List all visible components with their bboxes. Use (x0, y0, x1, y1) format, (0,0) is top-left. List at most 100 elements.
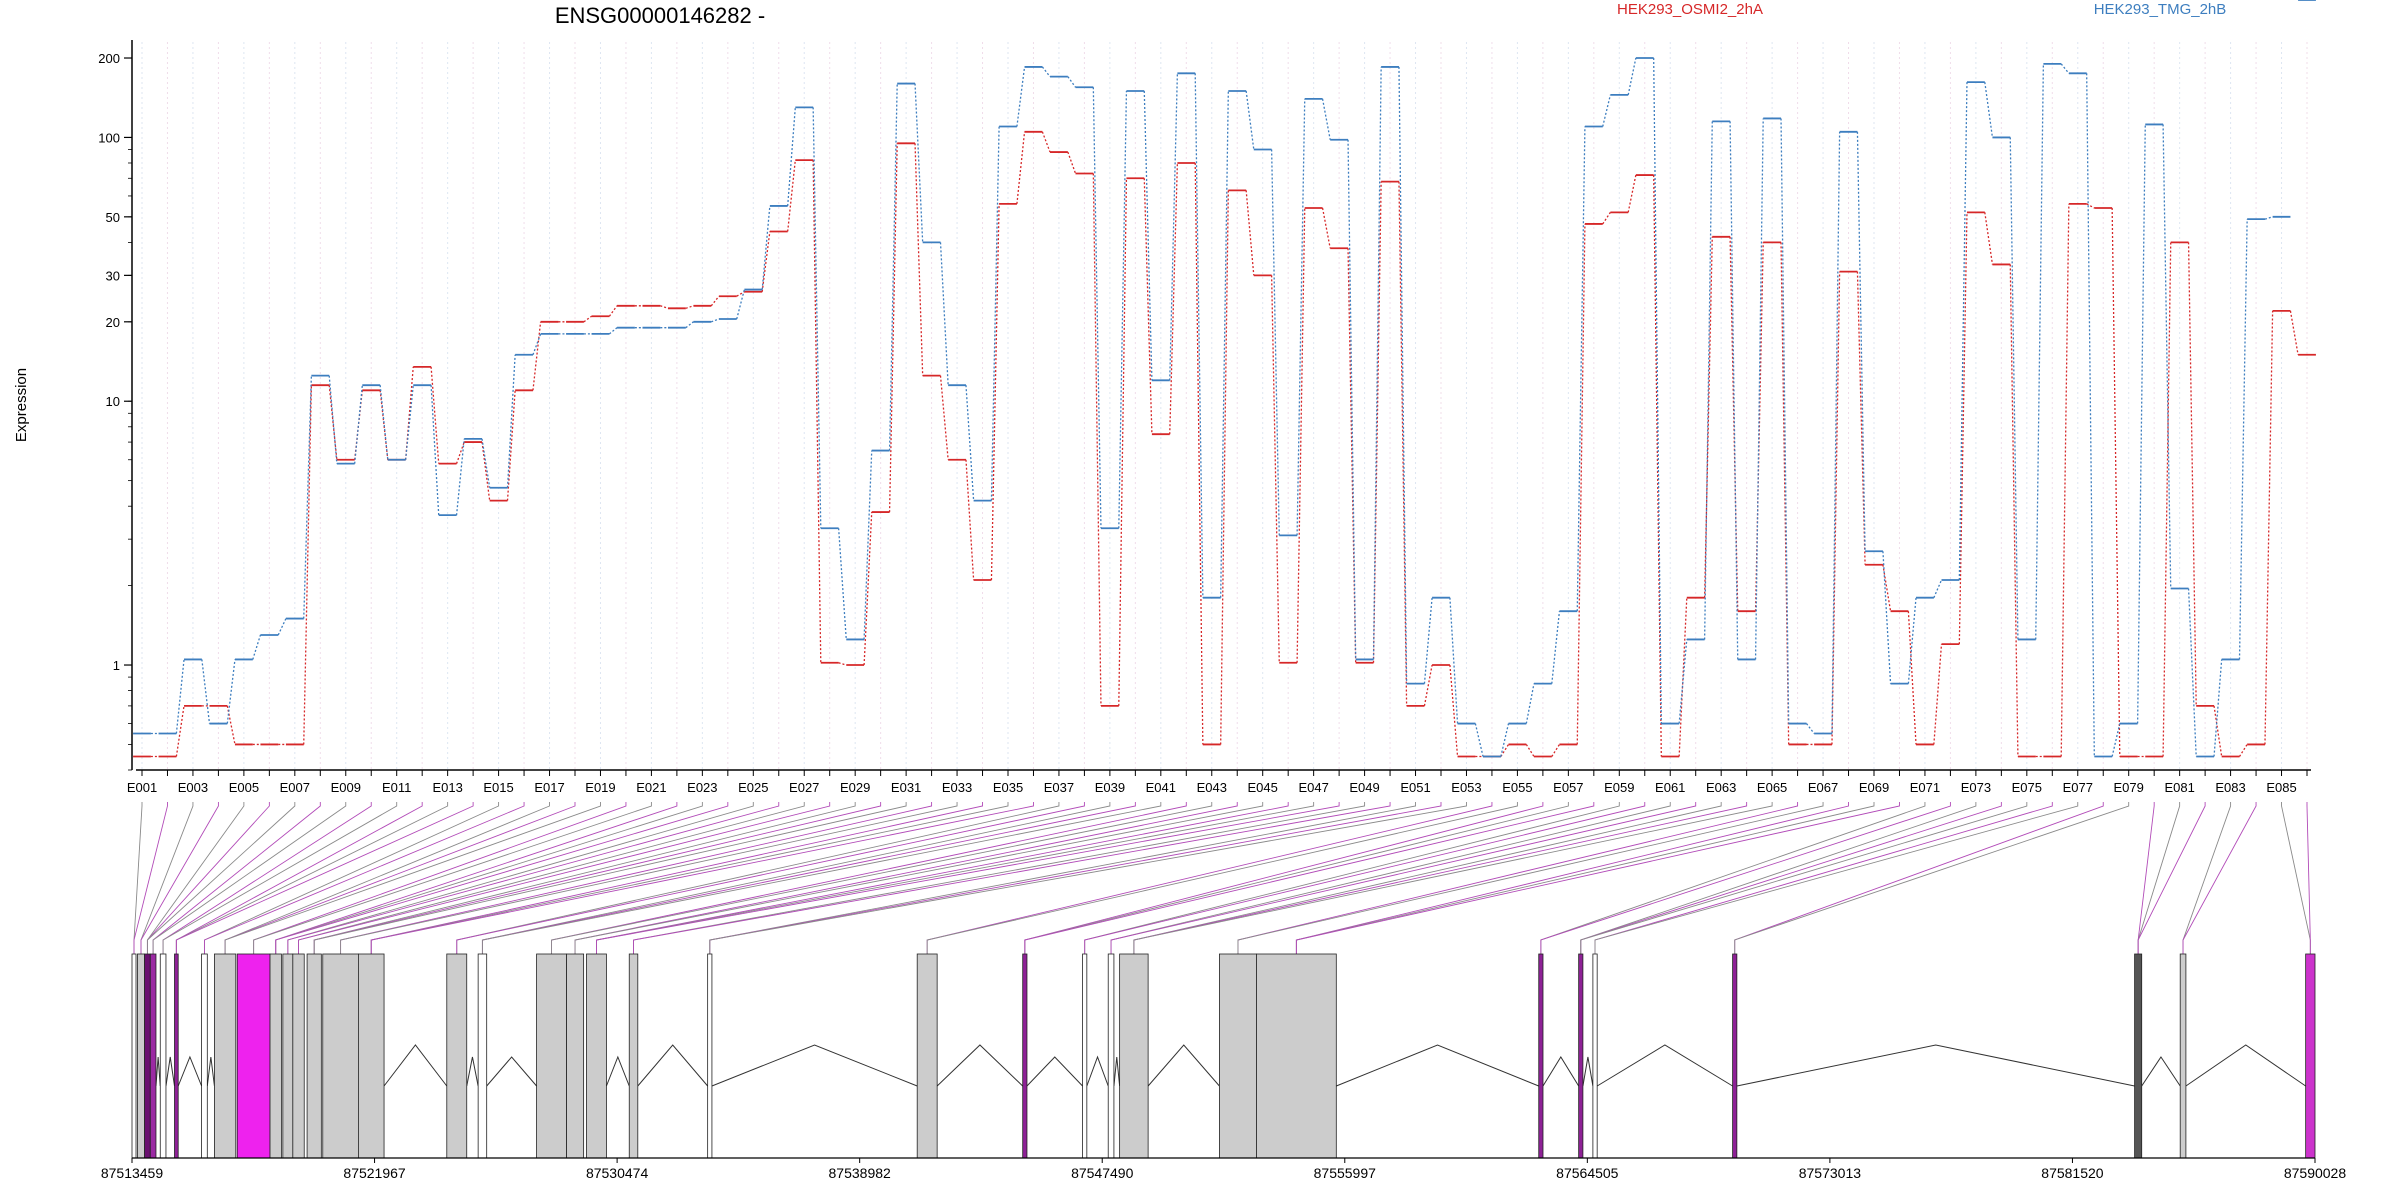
x-tick-label: E033 (942, 780, 972, 795)
series-1-link (608, 305, 618, 317)
exon-connector (140, 802, 194, 954)
exon-connector (1580, 802, 2028, 954)
exon-connector (456, 802, 1085, 954)
series-2-link (1653, 58, 1662, 724)
y-tick-label: 10 (106, 394, 120, 409)
exon-block (236, 953, 271, 1159)
exon-block (1538, 953, 1544, 1159)
genome-tick-label: 87581520 (2041, 1165, 2104, 1181)
series-1-link (1321, 207, 1331, 249)
intron-line (2185, 1044, 2306, 1087)
exon-block (131, 953, 137, 1159)
genome-tick-label: 87590028 (2284, 1165, 2347, 1181)
intron-line (466, 1056, 479, 1087)
series-1-link (481, 442, 491, 501)
series-1-link (1678, 597, 1688, 757)
intron-line (1596, 1044, 1733, 1087)
exon-block (586, 953, 607, 1159)
series-2-link (1856, 131, 1866, 552)
exon-block (707, 953, 713, 1159)
x-tick-label: E023 (687, 780, 717, 795)
series-2-link (1551, 611, 1561, 684)
exon-connector (162, 802, 398, 954)
genome-tick-label: 87513459 (101, 1165, 164, 1181)
series-2-link (939, 242, 949, 386)
exon-connector (140, 802, 219, 954)
series-2-link (2086, 73, 2095, 757)
exon-connector (1295, 802, 1849, 954)
series-1-link (175, 705, 185, 757)
x-tick-label: E045 (1248, 780, 1278, 795)
series-lines (133, 0, 2316, 758)
intron-line (637, 1044, 709, 1087)
x-tick-label: E013 (432, 780, 462, 795)
intron-line (486, 1056, 537, 1087)
exon-block (201, 953, 208, 1159)
series-2-link (175, 659, 185, 734)
x-tick-label: E025 (738, 780, 768, 795)
exon-block (916, 953, 938, 1159)
series-2-link (1041, 66, 1051, 78)
series-2-link (2187, 588, 2197, 757)
intron-line (1147, 1044, 1220, 1087)
series-2-link (1627, 57, 1637, 95)
series-2-link (685, 321, 694, 329)
exon-block (1119, 953, 1149, 1159)
exon-block (536, 953, 567, 1159)
series-1-link (1933, 644, 1943, 745)
exon-connector (340, 802, 958, 954)
exon-connector (1594, 802, 2053, 954)
series-2-link (1347, 139, 1357, 660)
series-2-link (1270, 149, 1280, 536)
exon-block (477, 953, 488, 1159)
exon-block (1592, 953, 1598, 1159)
y-tick-label: 20 (106, 315, 120, 330)
series-2-link (1474, 723, 1484, 757)
series-1-link (1551, 744, 1560, 757)
intron-line (1542, 1056, 1580, 1087)
series-2-link (1194, 73, 1204, 598)
series-1-link (736, 291, 745, 297)
x-tick-label: E039 (1095, 780, 1125, 795)
y-tick-label: 1 (113, 658, 120, 673)
exon-connector (1594, 802, 2079, 954)
x-tick-label: E049 (1349, 780, 1379, 795)
intron-line (1086, 1055, 1109, 1087)
series-1-link (1653, 175, 1662, 757)
series-2-link (252, 634, 262, 660)
exon-connector (224, 802, 601, 954)
series-1-link (1958, 212, 1968, 645)
exon-connector (146, 802, 296, 954)
x-tick-label: E061 (1655, 780, 1685, 795)
x-tick-label: E063 (1706, 780, 1736, 795)
y-axis-ticks: 1 10 20 30 50 100 200 (98, 51, 132, 771)
exon-connector (633, 802, 1366, 954)
series-2-link (1143, 90, 1153, 381)
series-1-link (1602, 211, 1611, 225)
series-1-link (761, 231, 771, 292)
exon-connector (175, 802, 449, 954)
exon-block (159, 953, 167, 1159)
exon-block (2134, 953, 2143, 1159)
series-1-link (1067, 151, 1077, 174)
series-2-link (1958, 82, 1968, 581)
exon-connector (152, 802, 347, 954)
y-tick-label: 200 (98, 51, 120, 66)
series-2-link (837, 528, 847, 640)
exon-connector (298, 802, 831, 954)
plot-axes (131, 40, 2311, 771)
exon-connector (1024, 802, 1595, 954)
exon-connector (275, 802, 729, 954)
exon-connector (253, 802, 652, 954)
series-2-link (2136, 124, 2146, 724)
x-tick-label: E081 (2164, 780, 2194, 795)
series-2-link (1398, 66, 1408, 684)
exon-connector (2137, 802, 2206, 954)
series-2-link (888, 83, 898, 451)
exon-block (322, 953, 359, 1159)
y-axis-label: Expression (13, 368, 30, 442)
exon-connector (1540, 802, 1926, 954)
series-2-link (711, 318, 720, 323)
x-tick-label: E035 (993, 780, 1023, 795)
series-1-link (1270, 275, 1280, 663)
